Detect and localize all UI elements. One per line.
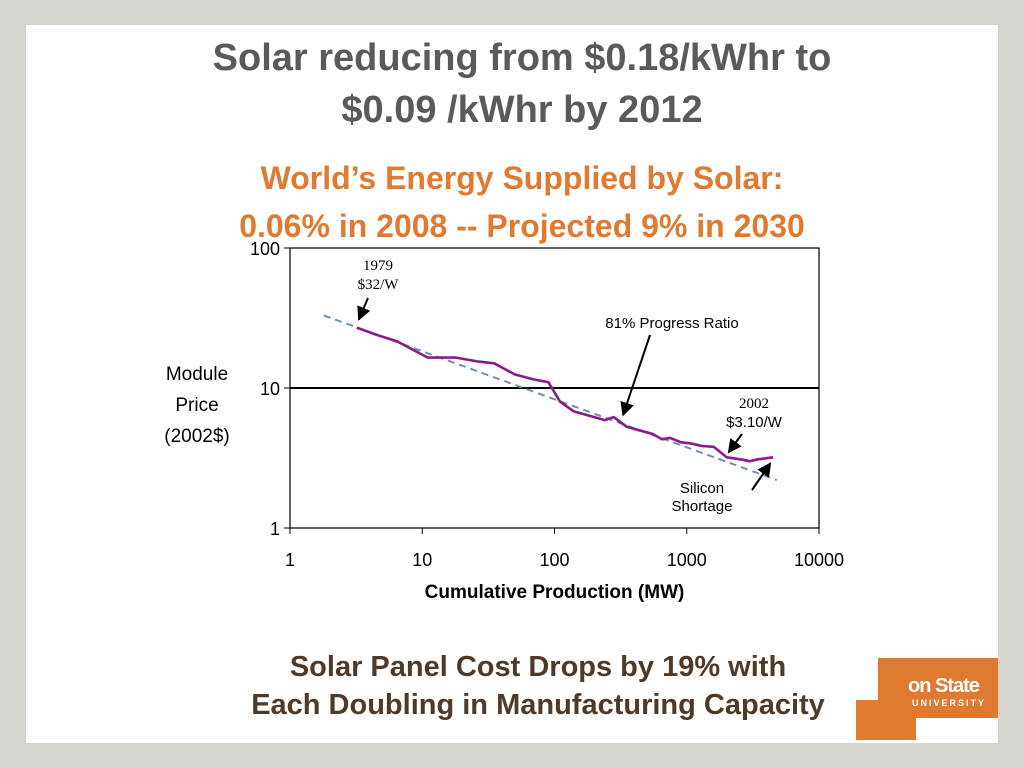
annotation-1979-year: 1979 [363,258,393,274]
annotation-progress-ratio-arrow [620,334,651,417]
annotation-1979-arrow [357,297,371,321]
annotation-silicon-arrow [751,462,772,491]
y-tick-label: 1 [270,519,280,539]
annotation-2002-arrow [727,433,743,454]
x-tick-label: 10000 [794,550,844,570]
slide-subtitle: World’s Energy Supplied by Solar: 0.06% … [0,154,1024,250]
annotation-progress-ratio: 81% Progress Ratio [605,315,738,332]
logo-subtext: UNIVERSITY [912,698,987,708]
x-tick-label: 100 [539,550,569,570]
slide-caption: Solar Panel Cost Drops by 19% with Each … [0,648,1024,724]
x-tick-label: 1000 [667,550,707,570]
x-tick-label: 1 [285,550,295,570]
title-line-1: Solar reducing from $0.18/kWhr to [212,37,832,79]
title-line-2: $0.09 /kWhr by 2012 [341,89,703,131]
x-tick-label: 10 [412,550,432,570]
subtitle-line-1: World’s Energy Supplied by Solar: [260,160,784,196]
subtitle-line-2: 0.06% in 2008 -- Projected 9% in 2030 [239,208,805,244]
caption-line-1: Solar Panel Cost Drops by 19% with [289,651,787,683]
annotation-2002-price: $3.10/W [726,414,783,431]
annotation-2002-year: 2002 [739,396,769,412]
annotation-silicon-line2: Shortage [672,498,733,515]
y-axis-label-line: (2002$) [164,426,230,447]
x-axis-label: Cumulative Production (MW) [425,582,685,603]
annotation-1979-price: $32/W [358,277,400,293]
trend-line-81-percent [323,314,778,482]
logo-wordmark: on State [908,675,980,697]
module-price-series [356,326,774,463]
annotation-silicon-line1: Silicon [680,480,724,497]
y-axis-label-line: Module [166,364,228,385]
logo-accent-tab [856,700,916,740]
slide-background [26,25,998,743]
slide-title: Solar reducing from $0.18/kWhr to $0.09 … [0,32,1024,136]
y-tick-label: 10 [260,379,280,399]
caption-line-2: Each Doubling in Manufacturing Capacity [251,689,825,721]
y-axis-label-line: Price [175,395,218,416]
y-tick-label: 100 [250,239,280,259]
